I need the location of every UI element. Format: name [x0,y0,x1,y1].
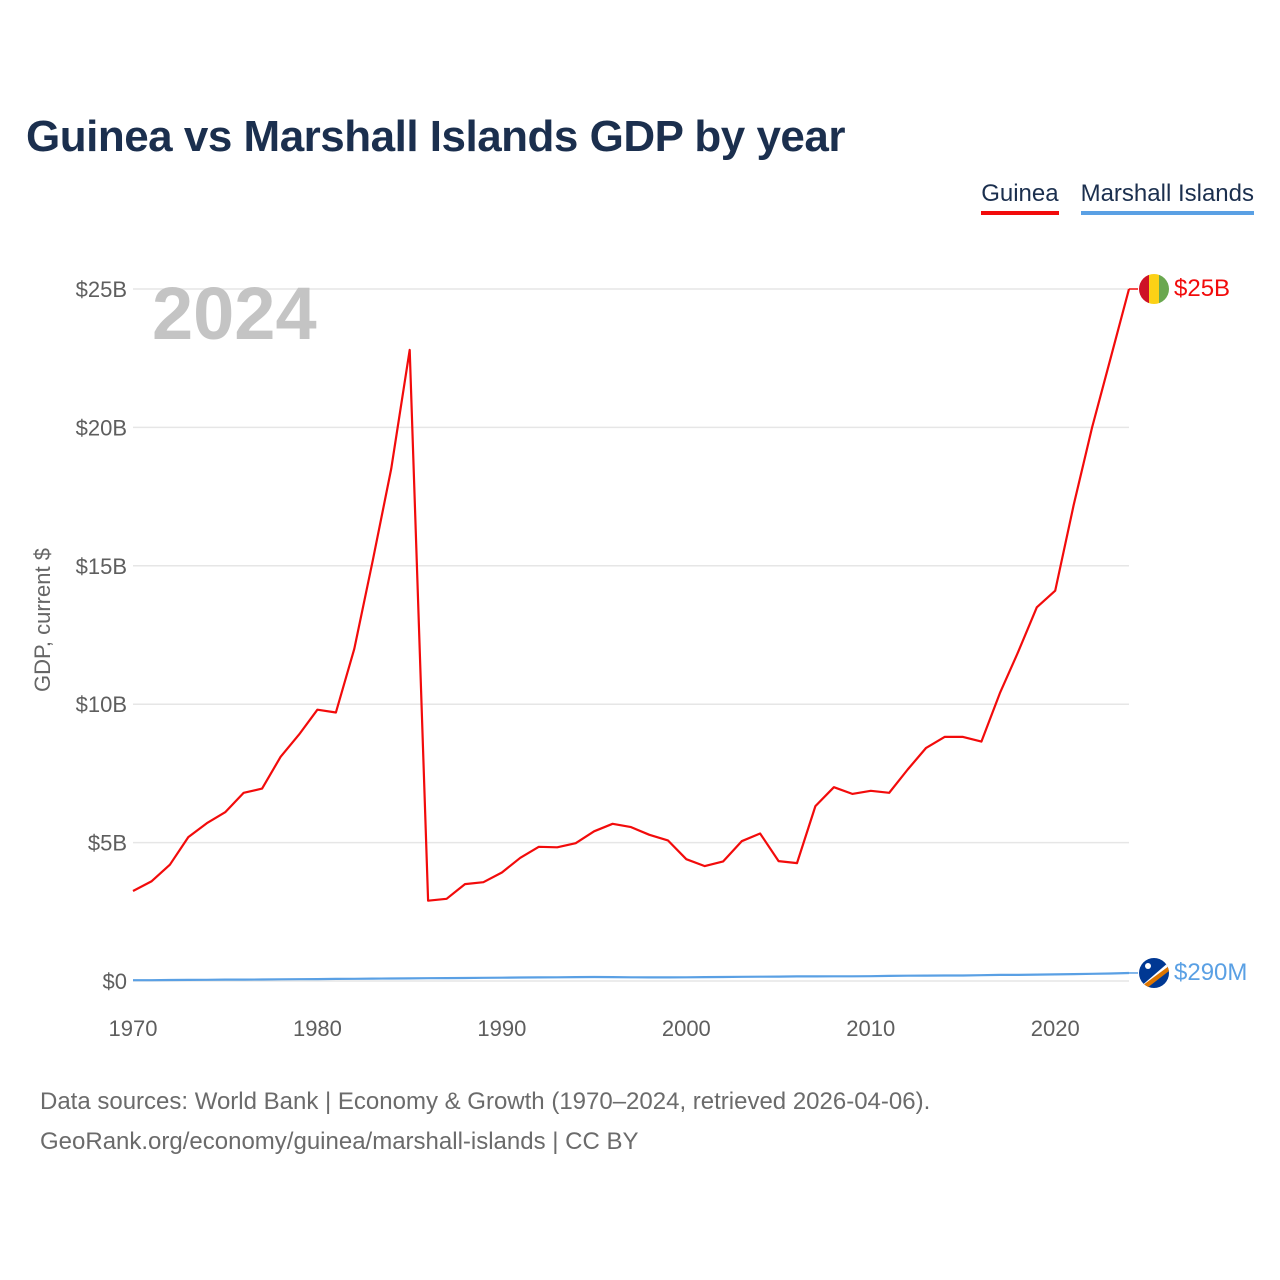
marshall-islands-end-value: $290M [1174,959,1247,986]
attribution-line: GeoRank.org/economy/guinea/marshall-isla… [40,1128,639,1155]
guinea-flag-icon [1139,274,1169,304]
legend-item-guinea[interactable]: Guinea [981,180,1059,215]
y-tick-label: $10B [76,692,127,717]
legend-item-marshall-islands[interactable]: Marshall Islands [1080,180,1254,215]
x-tick-label: 1980 [293,1016,342,1041]
y-axis-label: GDP, current $ [30,548,55,692]
chart-title: Guinea vs Marshall Islands GDP by year [26,112,846,161]
series-line-marshall-islands [133,971,1130,982]
x-tick-label: 2010 [846,1016,895,1041]
x-tick-label: 2020 [1031,1016,1080,1041]
y-tick-label: $20B [76,415,127,440]
marshall-islands-flag-icon [1139,958,1169,988]
year-watermark: 2024 [152,272,317,355]
x-tick-label: 1990 [477,1016,526,1041]
series-lines [132,288,1138,982]
x-tick-label: 1970 [109,1016,158,1041]
y-tick-label: $25B [76,277,127,302]
legend: Guinea Marshall Islands [981,180,1254,215]
gridlines [133,288,1129,982]
y-tick-label: $5B [88,831,127,856]
x-tick-label: 2000 [662,1016,711,1041]
y-tick-label: $15B [76,554,127,579]
footer: Data sources: World Bank | Economy & Gro… [40,1082,930,1162]
y-tick-label: $0 [103,969,127,994]
series-line-guinea [132,288,1131,902]
y-axis-ticks: $0 $5B $10B $15B $20B $25B [76,277,127,994]
guinea-end-value: $25B [1174,275,1230,302]
data-source-line: Data sources: World Bank | Economy & Gro… [40,1088,931,1115]
x-axis-ticks: 1970 1980 1990 2000 2010 2020 [109,1016,1080,1041]
